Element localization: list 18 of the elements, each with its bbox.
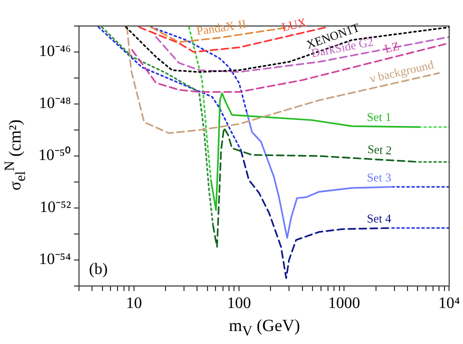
annotation: Set 2 bbox=[367, 142, 392, 158]
x-tick-label: 1000 bbox=[328, 294, 360, 312]
y-tick-label: 10⁻⁴⁸ bbox=[38, 95, 71, 112]
annotation: (b) bbox=[89, 261, 108, 278]
annotation: Set 4 bbox=[366, 212, 392, 226]
annotation: Set 3 bbox=[366, 170, 392, 184]
y-tick-label: 10⁻⁵⁴ bbox=[38, 251, 72, 268]
x-tick-label: 10 bbox=[126, 294, 142, 312]
x-axis-title: m$_{V}$ (GeV) bbox=[228, 316, 302, 340]
annotation: LZ bbox=[383, 38, 401, 56]
annotation: LUX bbox=[280, 15, 308, 34]
annotation: Set 1 bbox=[366, 110, 392, 124]
y-tick-label: 10⁻⁵² bbox=[40, 199, 72, 216]
annotation: PandaX-II bbox=[196, 16, 248, 38]
y-tick-label: 10⁻⁴⁶ bbox=[38, 43, 71, 60]
x-tick-label: 100 bbox=[227, 294, 252, 312]
x-tick-label: 10⁴ bbox=[438, 294, 460, 312]
y-tick-label: 10⁻⁵⁰ bbox=[38, 146, 71, 164]
